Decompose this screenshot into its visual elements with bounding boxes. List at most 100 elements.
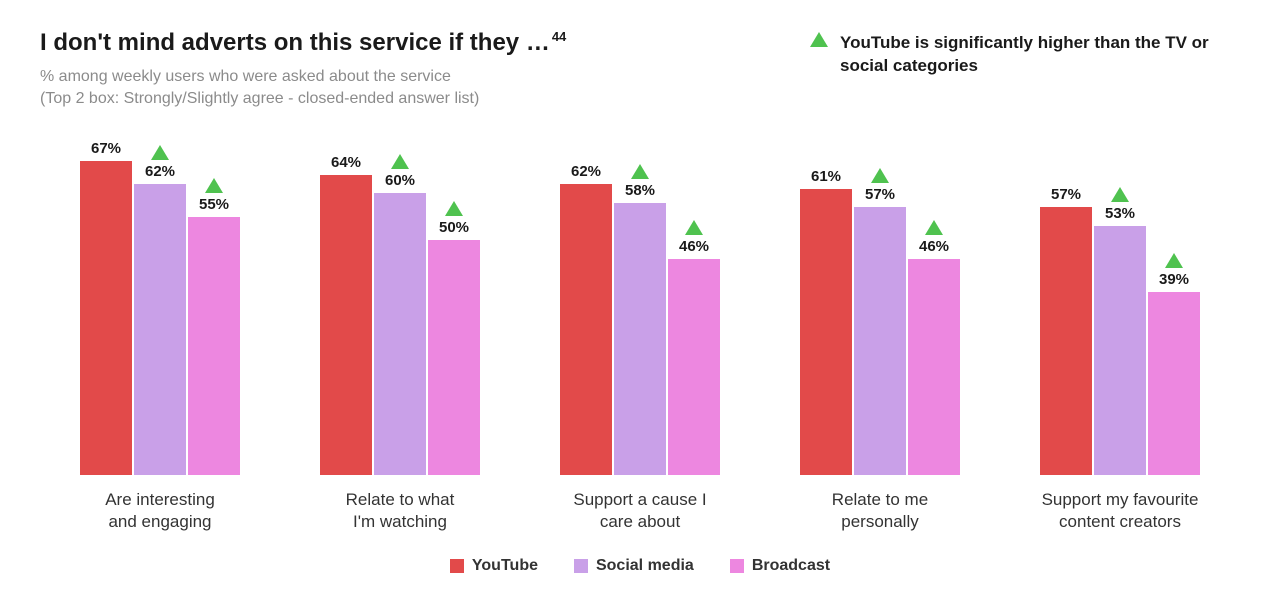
note-text: YouTube is significantly higher than the… (840, 32, 1240, 78)
category-label: Relate to what I'm watching (300, 489, 500, 533)
bar (668, 259, 720, 475)
triangle-icon (685, 220, 703, 235)
bar-group: 62% 58% 46% (540, 145, 740, 475)
category-label: Are interesting and engaging (60, 489, 260, 533)
bar-group: 61% 57% 46% (780, 145, 980, 475)
category-label: Support my favourite content creators (1020, 489, 1220, 533)
category-label-line1: Relate to me (832, 490, 928, 509)
bar-value-label: 64% (331, 154, 361, 171)
triangle-icon (205, 178, 223, 193)
legend-label: Social media (596, 557, 694, 575)
category-label-line2: content creators (1059, 512, 1181, 531)
legend-swatch (730, 559, 744, 573)
category-label-line2: personally (841, 512, 919, 531)
bar-wrap: 57% (854, 145, 906, 475)
subtitle-line1: % among weekly users who were asked abou… (40, 68, 451, 85)
bars: 57% 53% 39% (1040, 145, 1200, 475)
bar-value-label: 61% (811, 168, 841, 185)
bar-group: 57% 53% 39% (1020, 145, 1220, 475)
bars: 67% 62% 55% (80, 145, 240, 475)
bar-value-label: 39% (1159, 271, 1189, 288)
subtitle-line2: (Top 2 box: Strongly/Slightly agree - cl… (40, 90, 479, 107)
chart-page: I don't mind adverts on this service if … (0, 0, 1280, 593)
chart-title: I don't mind adverts on this service if … (40, 28, 566, 58)
bar-group: 64% 60% 50% (300, 145, 500, 475)
category-label-line1: Are interesting (105, 490, 215, 509)
bar (1040, 207, 1092, 474)
legend-item: YouTube (450, 557, 538, 575)
triangle-icon (1111, 187, 1129, 202)
bar (320, 175, 372, 475)
bar-wrap: 46% (668, 145, 720, 475)
bar (134, 184, 186, 475)
category-label-line1: Support my favourite (1042, 490, 1199, 509)
bars: 61% 57% 46% (800, 145, 960, 475)
title-footnote: 44 (552, 29, 566, 44)
bar-value-label: 62% (145, 163, 175, 180)
bar-value-label: 58% (625, 182, 655, 199)
bar (188, 217, 240, 475)
bar-value-label: 53% (1105, 205, 1135, 222)
significance-note: YouTube is significantly higher than the… (810, 32, 1240, 78)
bar-value-label: 50% (439, 219, 469, 236)
triangle-icon (631, 164, 649, 179)
category-label-line2: care about (600, 512, 680, 531)
triangle-icon (871, 168, 889, 183)
header-row: I don't mind adverts on this service if … (40, 28, 1240, 111)
title-text: I don't mind adverts on this service if … (40, 29, 550, 56)
triangle-icon (445, 201, 463, 216)
legend: YouTube Social media Broadcast (40, 557, 1240, 575)
category-label-line1: Relate to what (346, 490, 455, 509)
triangle-icon (151, 145, 169, 160)
triangle-icon (810, 32, 828, 47)
bar-wrap: 53% (1094, 145, 1146, 475)
bar-group: 67% 62% 55% (60, 145, 260, 475)
category-label-line2: I'm watching (353, 512, 447, 531)
bar-value-label: 57% (865, 186, 895, 203)
bar-groups: 67%62%55%64%60%50%62%58%46%61%57%46%57%5… (40, 145, 1240, 475)
bar-wrap: 60% (374, 145, 426, 475)
bar-value-label: 46% (919, 238, 949, 255)
chart-subtitle: % among weekly users who were asked abou… (40, 66, 566, 111)
bar-wrap: 55% (188, 145, 240, 475)
bar-wrap: 67% (80, 145, 132, 475)
category-label: Support a cause I care about (540, 489, 740, 533)
title-block: I don't mind adverts on this service if … (40, 28, 566, 111)
bar (800, 189, 852, 475)
bar-wrap: 62% (560, 145, 612, 475)
category-labels: Are interesting and engaging Relate to wha… (40, 475, 1240, 533)
bar-value-label: 62% (571, 163, 601, 180)
triangle-icon (391, 154, 409, 169)
bar-value-label: 67% (91, 140, 121, 157)
bar-wrap: 50% (428, 145, 480, 475)
legend-item: Broadcast (730, 557, 830, 575)
bar-value-label: 57% (1051, 186, 1081, 203)
bar (854, 207, 906, 474)
category-label-line1: Support a cause I (573, 490, 706, 509)
bar-wrap: 64% (320, 145, 372, 475)
bar (374, 193, 426, 474)
legend-label: Broadcast (752, 557, 830, 575)
chart-area: 67%62%55%64%60%50%62%58%46%61%57%46%57%5… (40, 145, 1240, 575)
bars: 64% 60% 50% (320, 145, 480, 475)
bar (1148, 292, 1200, 475)
legend-label: YouTube (472, 557, 538, 575)
bar (614, 203, 666, 475)
bar-value-label: 55% (199, 196, 229, 213)
bar (1094, 226, 1146, 475)
triangle-icon (925, 220, 943, 235)
bar (80, 161, 132, 475)
bars: 62% 58% 46% (560, 145, 720, 475)
bar-wrap: 39% (1148, 145, 1200, 475)
bar-wrap: 57% (1040, 145, 1092, 475)
bar-wrap: 58% (614, 145, 666, 475)
bar-wrap: 46% (908, 145, 960, 475)
bar-value-label: 46% (679, 238, 709, 255)
bar (560, 184, 612, 475)
triangle-icon (1165, 253, 1183, 268)
bar-wrap: 62% (134, 145, 186, 475)
legend-item: Social media (574, 557, 694, 575)
category-label-line2: and engaging (108, 512, 211, 531)
legend-swatch (450, 559, 464, 573)
bar (428, 240, 480, 475)
